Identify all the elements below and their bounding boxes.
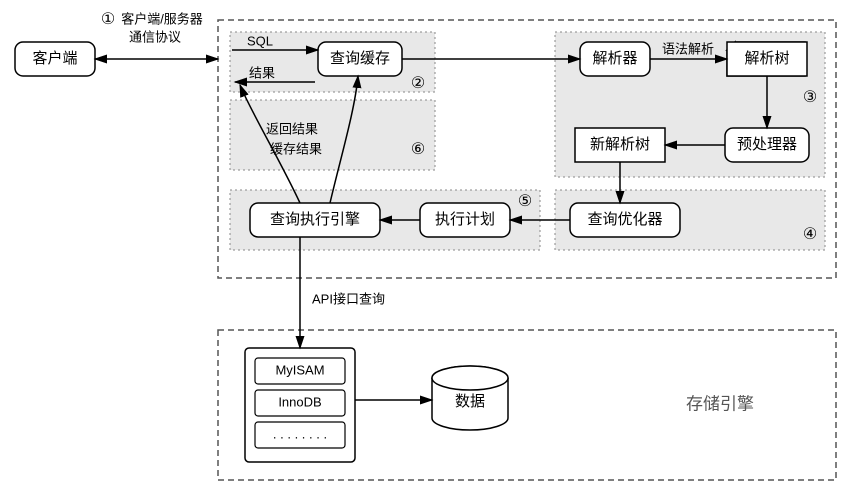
new-parse-tree-label: 新解析树 [590, 136, 650, 153]
num-1: ① [101, 11, 115, 28]
protocol-line2: 通信协议 [129, 29, 181, 44]
architecture-diagram: 客户端 查询缓存 解析器 解析树 预处理器 新解析树 查询优化器 执行计划 查询… [0, 0, 854, 500]
engine-myisam-label: MyISAM [275, 362, 324, 377]
num-5: ⑤ [518, 193, 532, 210]
optimizer-label: 查询优化器 [587, 211, 662, 228]
edge-sql-label: SQL [247, 33, 273, 48]
group-6-bg [230, 100, 435, 170]
cache-result-label: 缓存结果 [270, 141, 322, 156]
exec-plan-label: 执行计划 [435, 211, 495, 228]
engine-more-label: . . . . . . . . [273, 426, 327, 441]
num-6: ⑥ [411, 141, 425, 158]
num-4: ④ [803, 226, 817, 243]
engine-innodb-label: InnoDB [278, 394, 321, 409]
storage-title: 存储引擎 [686, 394, 754, 413]
edge-api-label: API接口查询 [312, 291, 385, 306]
protocol-line1: 客户端/服务器 [121, 11, 203, 26]
query-cache-label: 查询缓存 [330, 50, 390, 67]
data-cylinder: 数据 [432, 366, 508, 430]
edge-syntax-label: 语法解析 [662, 41, 714, 56]
client-label: 客户端 [32, 50, 77, 67]
return-result-label: 返回结果 [266, 121, 318, 136]
data-cylinder-label: 数据 [455, 393, 485, 410]
num-3: ③ [803, 89, 817, 106]
edge-result-label: 结果 [249, 65, 275, 80]
num-2: ② [411, 75, 425, 92]
preprocessor-label: 预处理器 [737, 136, 797, 153]
parse-tree-label: 解析树 [744, 50, 789, 67]
parser-label: 解析器 [592, 50, 637, 67]
exec-engine-label: 查询执行引擎 [270, 211, 360, 228]
